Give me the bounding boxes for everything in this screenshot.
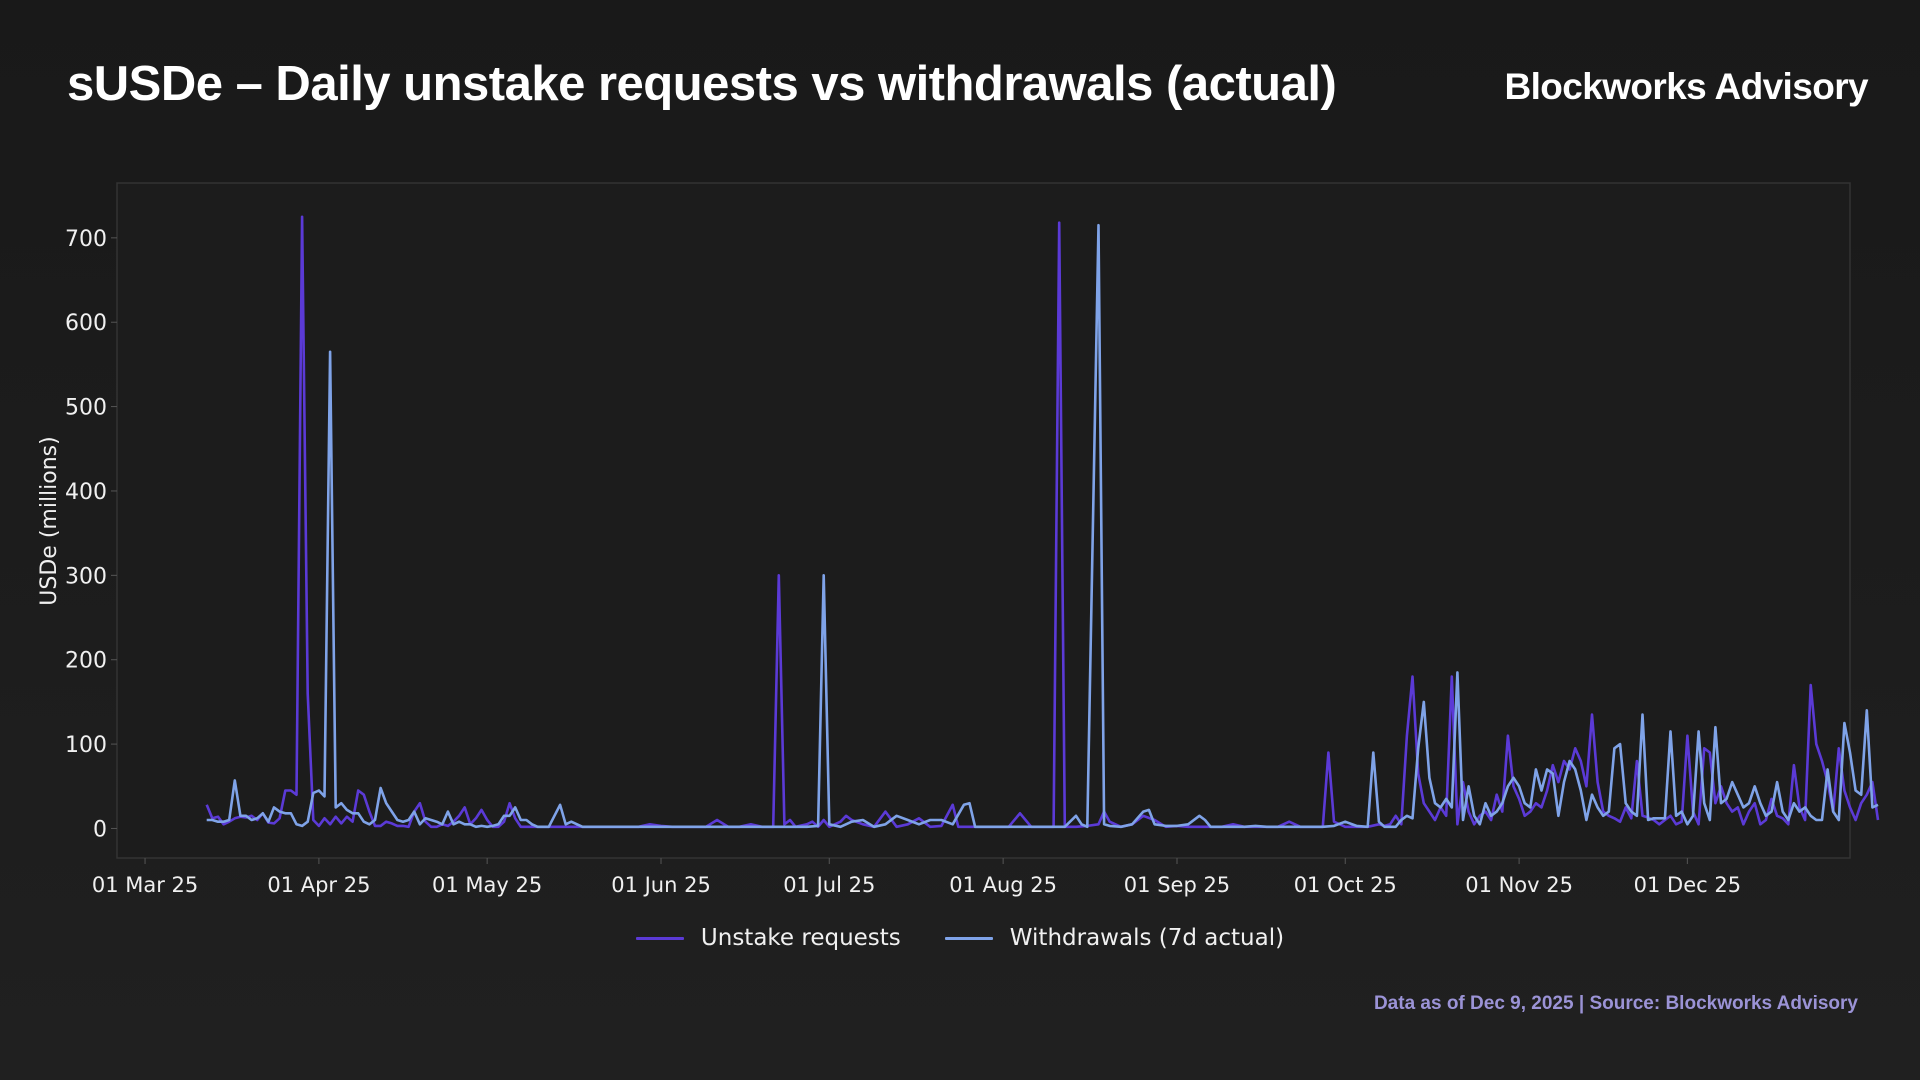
source-footnote: Data as of Dec 9, 2025 | Source: Blockwo… [1373,993,1858,1014]
y-tick-label: 200 [65,649,107,674]
chart-title: sUSDe – Daily unstake requests vs withdr… [67,57,1337,111]
x-tick-label: 01 Apr 25 [267,873,370,897]
legend-label-withdrawals: Withdrawals (7d actual) [1009,925,1285,951]
series-lines [205,215,1880,829]
series-line-unstake [205,215,1880,829]
y-tick-label: 700 [65,227,107,252]
y-tick-label: 0 [93,817,107,842]
x-tick-label: 01 Sep 25 [1124,873,1230,897]
x-tick-label: 01 Jul 25 [783,873,875,897]
x-tick-label: 01 Oct 25 [1294,873,1397,897]
legend-item-withdrawals[interactable]: Withdrawals (7d actual) [944,925,1285,951]
x-tick-label: 01 Jun 25 [611,873,711,897]
x-tick-label: 01 Nov 25 [1465,873,1573,897]
legend-label-unstake: Unstake requests [700,925,901,951]
y-axis-label: USDe (millions) [37,436,62,605]
x-tick-label: 01 Dec 25 [1634,873,1741,897]
y-tick-label: 600 [65,311,107,336]
x-tick-label: 01 May 25 [432,873,542,897]
chart-legend: Unstake requests Withdrawals (7d actual) [0,925,1920,951]
brand-logo-text: Blockworks Advisory [1504,66,1868,107]
legend-swatch-withdrawals [944,936,993,940]
y-tick-label: 100 [65,733,107,758]
y-axis: 0 100 200 300 400 500 600 700 [65,227,117,842]
legend-swatch-unstake [635,936,684,940]
y-tick-label: 400 [65,480,107,505]
x-axis: 01 Mar 25 01 Apr 25 01 May 25 01 Jun 25 01 J… [92,858,1741,897]
series-line-withdrawals [206,223,1879,829]
x-tick-label: 01 Aug 25 [949,873,1057,897]
legend-item-unstake[interactable]: Unstake requests [635,925,901,951]
plot-area [116,182,1851,859]
y-tick-label: 300 [65,564,107,589]
y-tick-label: 500 [65,396,107,421]
x-tick-label: 01 Mar 25 [92,873,198,897]
